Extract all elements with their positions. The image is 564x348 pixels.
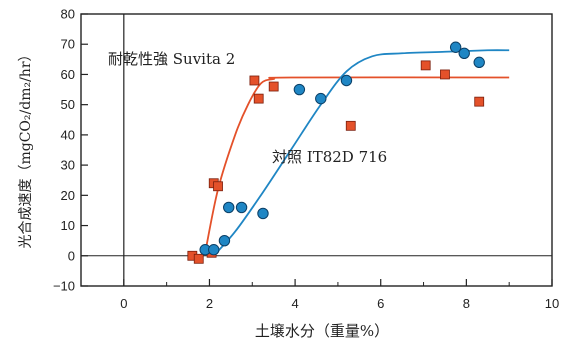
data-point-suvita: [268, 81, 279, 92]
data-point-suvita: [420, 60, 431, 71]
data-point-suvita: [345, 120, 356, 131]
fit-curve-suvita: [204, 76, 510, 253]
x-tick-label: 0: [120, 296, 127, 311]
y-tick-label: 60: [61, 67, 75, 82]
data-point-control: [223, 201, 235, 214]
y-tick-label: 0: [68, 248, 75, 263]
x-tick-label: 6: [377, 296, 384, 311]
data-point-suvita: [440, 69, 450, 80]
data-point-control: [315, 92, 327, 105]
x-axis-label: 土壌水分（重量%）: [255, 322, 389, 340]
data-point-suvita: [474, 96, 485, 107]
data-point-control: [293, 83, 306, 96]
y-tick-label: 50: [61, 97, 75, 112]
series-annotation-control: 対照 IT82D 716: [272, 148, 387, 166]
x-tick-label: 8: [463, 296, 470, 311]
data-point-control: [208, 244, 220, 256]
data-point-suvita: [213, 181, 223, 192]
x-tick-label: 2: [206, 296, 213, 311]
x-tick-label: 4: [291, 296, 298, 311]
data-point-suvita: [249, 75, 260, 86]
y-tick-label: 30: [61, 158, 75, 173]
data-point-control: [218, 234, 231, 247]
x-tick-label: 10: [545, 296, 559, 311]
labels: 土壌水分（重量%） 光合成速度（mgCO₂/dm₂/hr） 耐乾性強 Suvita …: [18, 47, 389, 340]
data-point-control: [473, 56, 485, 69]
plot-frame: [80, 13, 553, 287]
series-annotation-suvita: 耐乾性強 Suvita 2: [108, 50, 235, 68]
data-point-control: [257, 207, 269, 220]
y-axis-label: 光合成速度（mgCO₂/dm₂/hr）: [18, 47, 34, 248]
data-point-suvita: [193, 253, 204, 264]
data-point-suvita: [253, 93, 264, 104]
data-point-control: [449, 41, 462, 53]
y-tick-label: 10: [61, 218, 75, 233]
data-point-control: [235, 201, 248, 214]
axes: −10 0 10 20 30 40 50 60 70 80 0 2 4 6 8 10: [53, 7, 559, 312]
y-tick-label: 20: [61, 188, 75, 203]
data-point-control: [340, 74, 353, 87]
y-tick-label: 70: [61, 37, 75, 52]
data-point-control: [458, 47, 470, 59]
y-tick-label: −10: [53, 279, 75, 294]
y-tick-label: 80: [61, 7, 75, 22]
y-tick-label: 40: [61, 127, 75, 142]
data-points: [187, 41, 485, 264]
